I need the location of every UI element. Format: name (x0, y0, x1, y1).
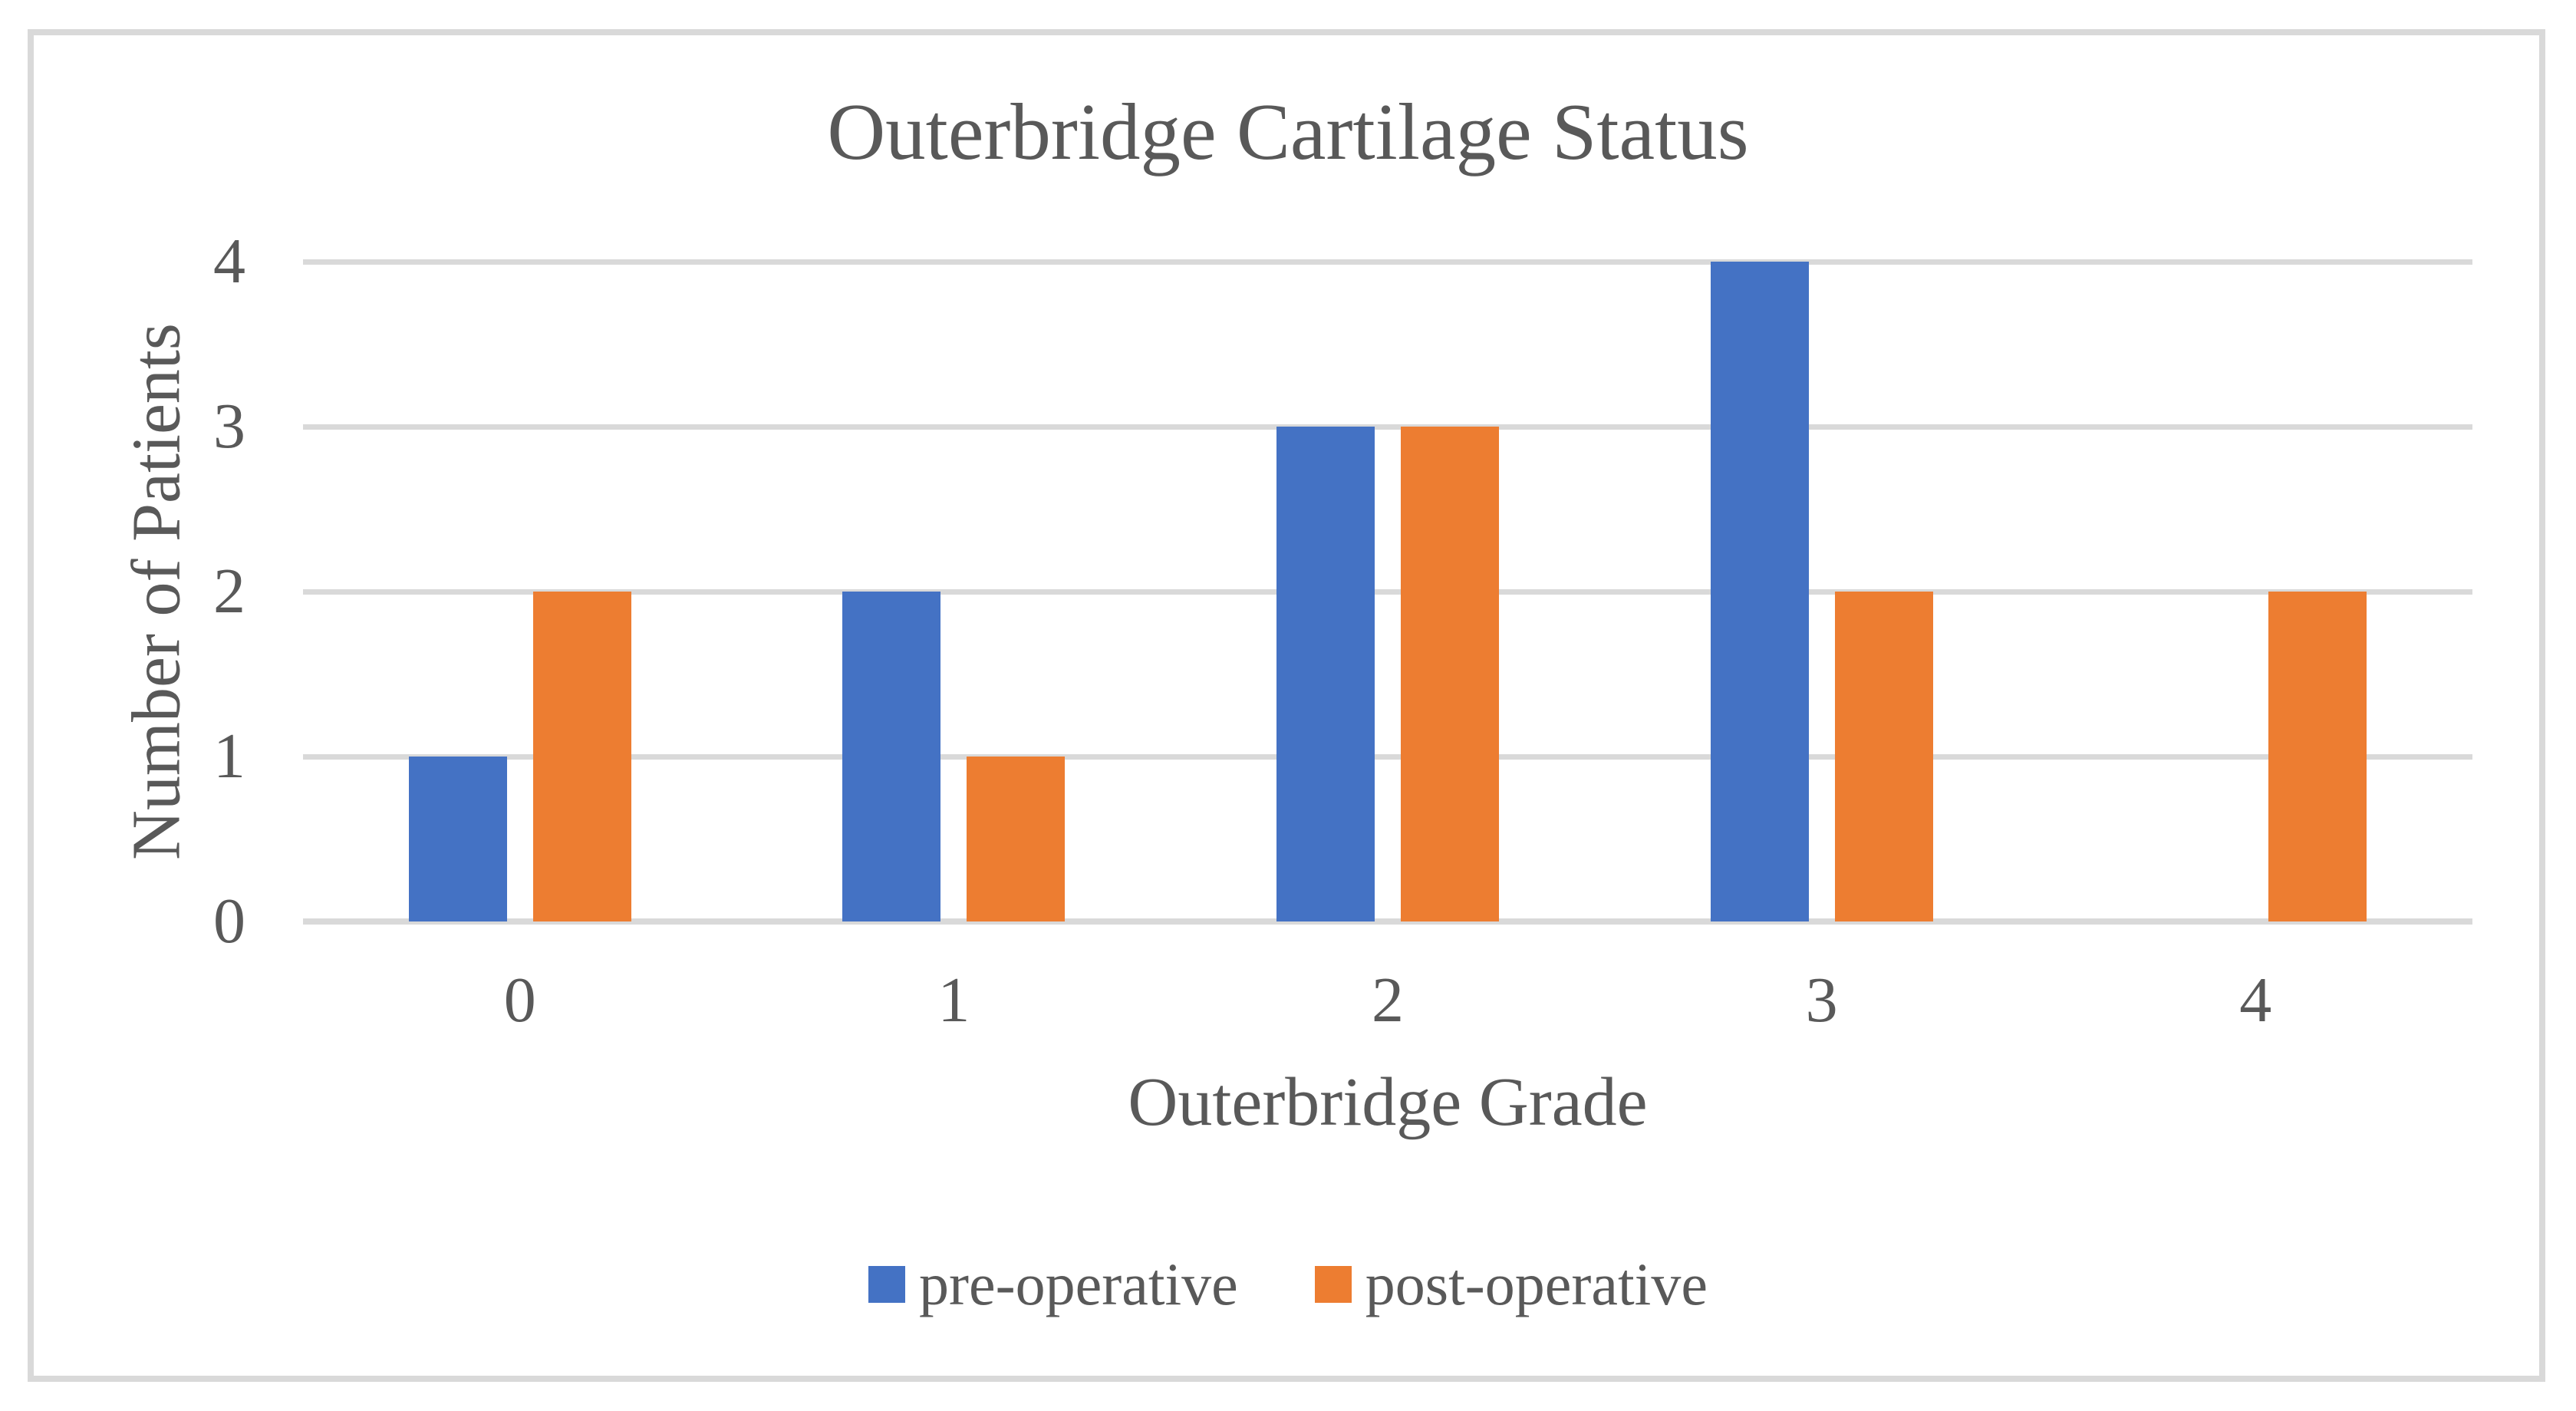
legend-swatch-post-operative (1314, 1266, 1352, 1303)
category-group-1 (737, 262, 1171, 921)
category-group-2 (1171, 262, 1605, 921)
legend-item-post-operative: post-operative (1314, 1251, 1708, 1317)
x-axis-line (303, 918, 2472, 925)
bar-post-operative-grade-4 (2268, 592, 2367, 921)
gridline-y2 (303, 588, 2472, 595)
x-tick-label-1: 1 (937, 964, 970, 1036)
legend: pre-operative post-operative (0, 1249, 2576, 1320)
bar-pre-operative-grade-3 (1710, 262, 1809, 921)
bar-pre-operative-grade-0 (408, 757, 507, 921)
x-tick-label-3: 3 (1805, 964, 1838, 1036)
bar-pre-operative-grade-1 (842, 592, 941, 921)
y-tick-label-1: 1 (213, 720, 245, 792)
bar-pre-operative-grade-2 (1276, 427, 1375, 921)
gridline-y4 (303, 259, 2472, 265)
y-tick-label-3: 3 (213, 391, 245, 462)
bar-post-operative-grade-0 (532, 592, 631, 921)
legend-item-pre-operative: pre-operative (868, 1254, 1238, 1314)
chart-title: Outerbridge Cartilage Status (827, 87, 1749, 176)
category-group-4 (2038, 262, 2472, 921)
y-tick-label-4: 4 (213, 226, 245, 297)
bar-post-operative-grade-3 (1834, 592, 1933, 921)
category-group-0 (303, 262, 737, 921)
gridline-y3 (303, 424, 2472, 430)
chart-border (28, 29, 2545, 1382)
legend-swatch-pre-operative (868, 1266, 906, 1303)
y-tick-label-2: 2 (213, 555, 245, 627)
category-group-3 (1605, 262, 2039, 921)
gridline-y1 (303, 753, 2472, 760)
x-axis-title: Outerbridge Grade (1128, 1064, 1648, 1140)
bar-post-operative-grade-2 (1400, 427, 1499, 921)
y-tick-label-0: 0 (213, 885, 245, 957)
legend-label-pre-operative: pre-operative (919, 1251, 1238, 1317)
x-tick-label-0: 0 (503, 964, 536, 1036)
x-tick-label-2: 2 (1372, 964, 1404, 1036)
bar-post-operative-grade-1 (967, 757, 1066, 921)
legend-label-post-operative: post-operative (1365, 1251, 1708, 1317)
x-tick-label-4: 4 (2239, 964, 2272, 1036)
plot-area: Outerbridge Grade 0 1 2 3 4 0 1 2 3 4 (213, 229, 2472, 1140)
